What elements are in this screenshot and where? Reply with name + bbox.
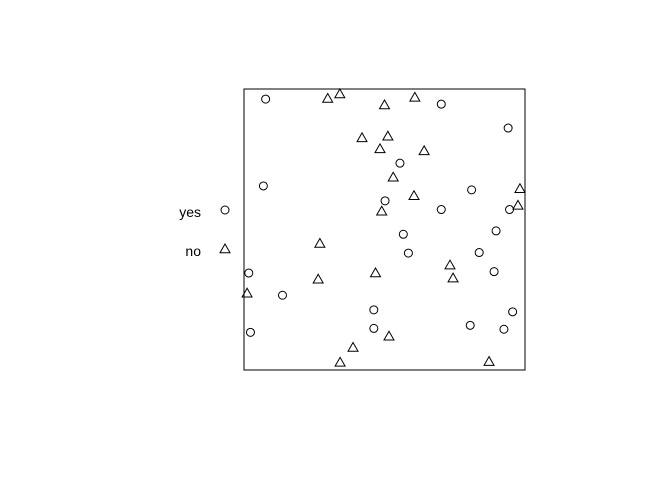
- point-yes-12: [474, 248, 484, 258]
- point-no-22: [483, 355, 495, 366]
- point-no-11: [375, 205, 388, 216]
- point-no-8: [387, 171, 400, 182]
- point-no-6: [374, 142, 386, 154]
- legend-symbol-yes: [220, 205, 230, 215]
- point-yes-19: [369, 323, 379, 333]
- point-no-19: [383, 330, 395, 341]
- point-no-20: [347, 341, 359, 352]
- point-yes-1: [436, 99, 446, 109]
- point-yes-21: [245, 327, 255, 337]
- legend-symbol-no: [219, 242, 231, 254]
- legend-label-no: no: [185, 243, 201, 259]
- point-no-18: [241, 287, 253, 298]
- point-yes-18: [465, 320, 475, 330]
- point-yes-4: [258, 181, 268, 191]
- point-yes-17: [508, 307, 518, 317]
- point-no-21: [334, 356, 346, 367]
- point-no-5: [382, 130, 394, 141]
- point-yes-9: [398, 229, 408, 239]
- point-no-14: [444, 259, 456, 270]
- point-no-3: [378, 99, 391, 110]
- point-yes-7: [436, 205, 446, 215]
- point-no-13: [314, 237, 326, 248]
- point-yes-14: [489, 267, 499, 277]
- point-no-10: [408, 189, 420, 201]
- point-yes-2: [503, 123, 513, 133]
- point-no-7: [418, 144, 430, 156]
- point-no-1: [321, 92, 334, 103]
- point-yes-10: [491, 226, 501, 236]
- point-no-2: [408, 91, 421, 102]
- point-yes-11: [403, 248, 413, 258]
- plot-points: [241, 88, 526, 367]
- point-yes-0: [261, 94, 271, 104]
- legend: yes no: [179, 204, 231, 259]
- point-yes-5: [467, 185, 477, 195]
- point-yes-15: [277, 290, 287, 300]
- point-no-15: [369, 267, 382, 278]
- point-yes-6: [380, 196, 390, 206]
- legend-label-yes: yes: [179, 204, 201, 220]
- point-no-17: [312, 273, 325, 284]
- point-yes-16: [369, 305, 379, 315]
- point-no-0: [333, 88, 346, 99]
- point-yes-20: [499, 324, 509, 334]
- point-yes-3: [395, 158, 405, 168]
- point-no-12: [512, 199, 524, 210]
- point-no-16: [447, 272, 459, 283]
- point-yes-13: [244, 268, 254, 278]
- point-no-9: [514, 182, 526, 194]
- plot-frame: [243, 88, 526, 371]
- point-no-4: [356, 131, 368, 143]
